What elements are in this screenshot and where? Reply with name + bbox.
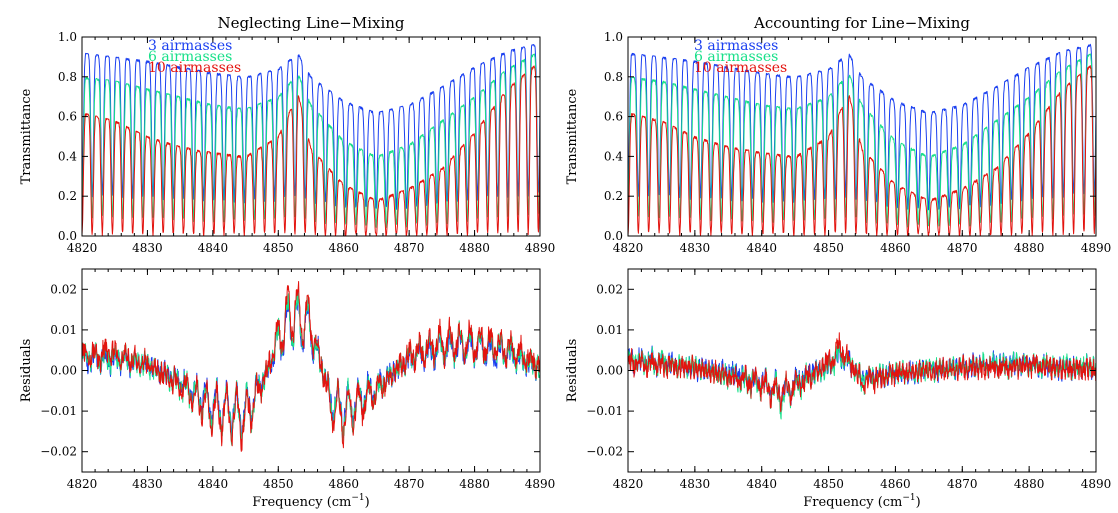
panel-transmittance-accounting: 4820 4830 4840 4850 4860 4870 4880 4890 0.0 0.2 0.… [565,14,1111,255]
x-axis-label-close: ) [916,495,921,510]
y-tick-label: 0.8 [58,70,77,84]
y-tick-label: 0.4 [58,149,77,163]
x-tick-label: 4850 [263,477,294,491]
x-tick-label: 4860 [880,241,911,255]
x-tick-label: 4860 [880,477,911,491]
y-axis-label: Residuals [565,339,580,403]
x-tick-label: 4850 [813,477,844,491]
y-tick-label: −0.01 [586,404,623,418]
x-tick-label: 4830 [132,477,163,491]
x-axis-label: Frequency (cm−1) [803,493,920,510]
x-tick-label: 4870 [394,241,425,255]
y-tick-label: 0.00 [50,364,77,378]
series-line-6-airmasses [82,53,540,228]
x-axis-label: Frequency (cm−1) [252,493,369,510]
x-axis-label-sup: −1 [351,493,364,503]
x-tick-label: 4820 [613,241,644,255]
panel-transmittance-neglecting: 4820 4830 4840 4850 4860 4870 4880 4890 0.0 0.2 0.… [19,14,555,255]
legend-entry: 6 airmasses [694,49,778,65]
y-tick-label: 0.0 [604,229,623,243]
panel-title: Neglecting Line−Mixing [217,14,404,32]
y-axis-label: Transmittance [19,88,34,184]
y-tick-label: 1.0 [604,30,623,44]
x-tick-label: 4880 [459,241,490,255]
legend-entry: 3 airmasses [694,38,778,54]
legend-entry: 10 airmasses [148,60,241,76]
y-axis-label: Residuals [19,339,34,403]
axes-frame [81,36,541,237]
series-line-10-airmasses [628,65,1096,236]
x-tick-label: 4890 [1081,241,1112,255]
x-tick-label: 4820 [67,477,98,491]
y-tick-label: 0.6 [58,110,77,124]
x-tick-label: 4840 [198,477,229,491]
x-tick-label: 4840 [198,241,229,255]
x-tick-label: 4870 [394,477,425,491]
y-tick-label: 0.4 [604,149,623,163]
x-axis-label-sup: −1 [902,493,915,503]
series-line-6-airmasses [628,53,1096,228]
y-tick-label: −0.02 [586,445,623,459]
x-tick-label: 4870 [947,241,978,255]
x-tick-label: 4880 [459,477,490,491]
y-tick-label: 1.0 [58,30,77,44]
x-tick-label: 4890 [525,241,556,255]
legend-entry: 6 airmasses [148,49,232,65]
y-tick-label: 0.02 [596,282,623,296]
series-line-3-airmasses [82,44,540,210]
x-axis-label-close: ) [365,495,370,510]
x-tick-label: 4860 [328,477,359,491]
x-tick-label: 4850 [813,241,844,255]
x-axis-label-text: Frequency (cm [803,495,902,510]
series-line-3-airmasses [628,43,1096,211]
x-tick-label: 4880 [1014,241,1045,255]
axes-frame [627,36,1097,237]
x-tick-label: 4830 [132,241,163,255]
x-tick-label: 4830 [680,241,711,255]
y-tick-label: 0.00 [596,364,623,378]
y-tick-label: −0.01 [40,404,77,418]
x-tick-label: 4880 [1014,477,1045,491]
series-line-10-airmasses [82,281,540,452]
x-tick-label: 4840 [746,477,777,491]
series-line-10-airmasses [628,332,1096,413]
x-tick-label: 4870 [947,477,978,491]
x-tick-label: 4890 [1081,477,1112,491]
series-line-10-airmasses [82,65,540,236]
panel-residuals-accounting: 4820 4830 4840 4850 4860 4870 4880 4890 −0.02 −0.… [565,268,1112,510]
legend-entry: 10 airmasses [694,60,787,76]
x-tick-label: 4850 [263,241,294,255]
y-tick-label: 0.0 [58,229,77,243]
panel-title: Accounting for Line−Mixing [753,14,970,32]
x-tick-label: 4820 [67,241,98,255]
y-tick-label: 0.02 [50,282,77,296]
x-tick-label: 4830 [680,477,711,491]
y-tick-label: −0.02 [40,445,77,459]
y-tick-label: 0.01 [596,323,623,337]
panel-residuals-neglecting: 4820 4830 4840 4850 4860 4870 4880 4890 −0.02 −0.… [19,268,556,510]
y-axis-label: Transmittance [565,88,580,184]
x-tick-label: 4820 [613,477,644,491]
y-tick-label: 0.2 [58,189,77,203]
x-tick-label: 4890 [525,477,556,491]
x-tick-label: 4860 [328,241,359,255]
y-tick-label: 0.8 [604,70,623,84]
legend-entry: 3 airmasses [148,38,232,54]
y-tick-label: 0.6 [604,110,623,124]
x-tick-label: 4840 [746,241,777,255]
y-tick-label: 0.01 [50,323,77,337]
y-tick-label: 0.2 [604,189,623,203]
x-axis-label-text: Frequency (cm [252,495,351,510]
